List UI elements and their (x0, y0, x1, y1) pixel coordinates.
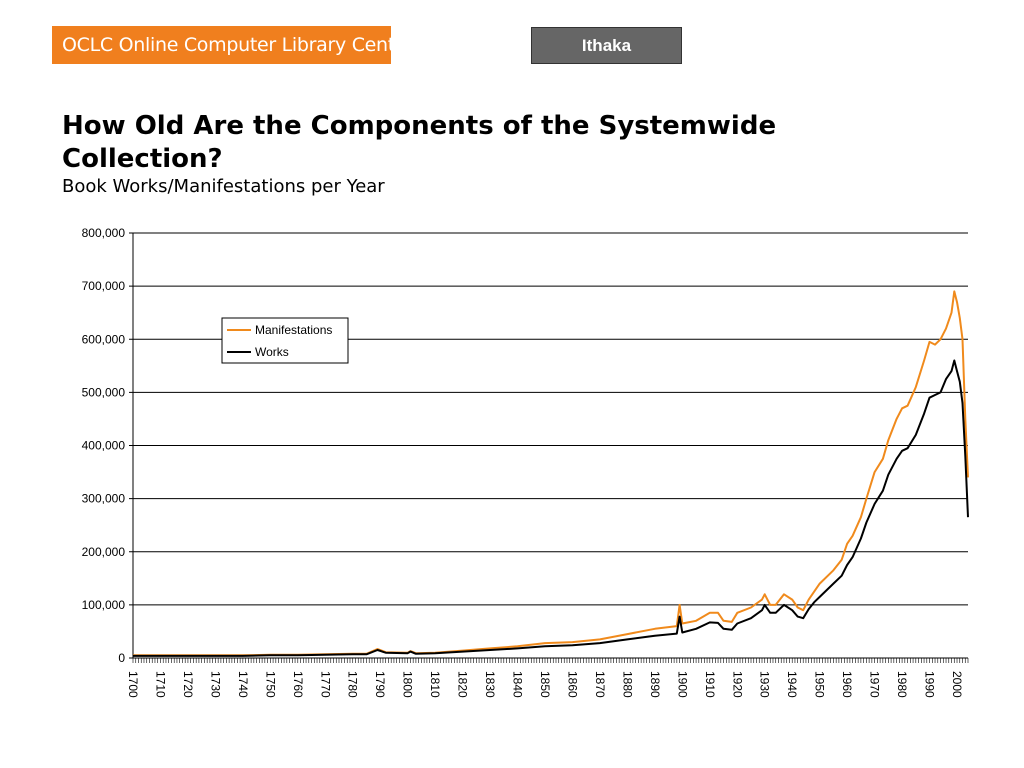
legend: Manifestations Works (221, 317, 349, 364)
x-tick-label: 1990 (923, 671, 937, 698)
x-tick-label: 1940 (785, 671, 799, 698)
legend-box (221, 317, 349, 364)
x-tick-label: 1930 (758, 671, 772, 698)
grid-lines (133, 232, 968, 659)
legend-label-manifestations: Manifestations (255, 323, 332, 337)
x-tick-label: 1860 (565, 671, 579, 698)
page-subtitle: Book Works/Manifestations per Year (62, 176, 385, 197)
y-tick-label: 400,000 (82, 439, 126, 453)
x-tick-label: 1900 (675, 671, 689, 698)
x-tick-label: 1980 (895, 671, 909, 698)
x-tick-label: 1850 (538, 671, 552, 698)
y-tick-label: 200,000 (82, 545, 126, 559)
y-axis: 0 100,000 200,000 300,000 400,000 500,000 600,… (82, 226, 134, 665)
y-tick-label: 700,000 (82, 279, 126, 293)
x-tick-label: 1970 (868, 671, 882, 698)
series-line-works (133, 359, 969, 657)
x-tick-label: 1820 (456, 671, 470, 698)
y-tick-label: 300,000 (82, 492, 126, 506)
y-tick-label: 0 (118, 651, 125, 665)
ithaka-label: Ithaka (531, 27, 682, 64)
x-tick-label: 1830 (483, 671, 497, 698)
y-tick-label: 500,000 (82, 385, 126, 399)
x-tick-label: 1790 (373, 671, 387, 698)
x-tick-label: 1730 (208, 671, 222, 698)
x-tick-label: 2000 (950, 671, 964, 698)
series-lines (133, 290, 969, 657)
x-tick-label: 1780 (346, 671, 360, 698)
x-tick-label: 1750 (263, 671, 277, 698)
y-tick-label: 600,000 (82, 332, 126, 346)
x-tick-label: 1910 (703, 671, 717, 698)
x-tick-label: 1870 (593, 671, 607, 698)
x-axis: 1700 1710 1720 1730 1740 1750 1760 1770 1780 1790… (126, 657, 969, 698)
x-tick-label: 1890 (648, 671, 662, 698)
x-tick-label: 1720 (181, 671, 195, 698)
x-tick-label: 1740 (236, 671, 250, 698)
x-tick-label: 1770 (318, 671, 332, 698)
x-tick-label: 1710 (153, 671, 167, 698)
x-tick-label: 1760 (291, 671, 305, 698)
x-tick-label: 1960 (840, 671, 854, 698)
x-tick-label: 1880 (620, 671, 634, 698)
x-tick-label: 1800 (401, 671, 415, 698)
x-tick-label: 1840 (511, 671, 525, 698)
x-tick-label: 1700 (126, 671, 140, 698)
page-title: How Old Are the Components of the System… (62, 111, 777, 174)
x-tick-label: 1950 (813, 671, 827, 698)
x-tick-label: 1920 (730, 671, 744, 698)
oclc-logo: OCLC Online Computer Library Center (52, 26, 414, 64)
x-tick-label: 1810 (428, 671, 442, 698)
legend-label-works: Works (255, 345, 289, 359)
y-tick-label: 800,000 (82, 226, 126, 240)
y-tick-label: 100,000 (82, 598, 126, 612)
